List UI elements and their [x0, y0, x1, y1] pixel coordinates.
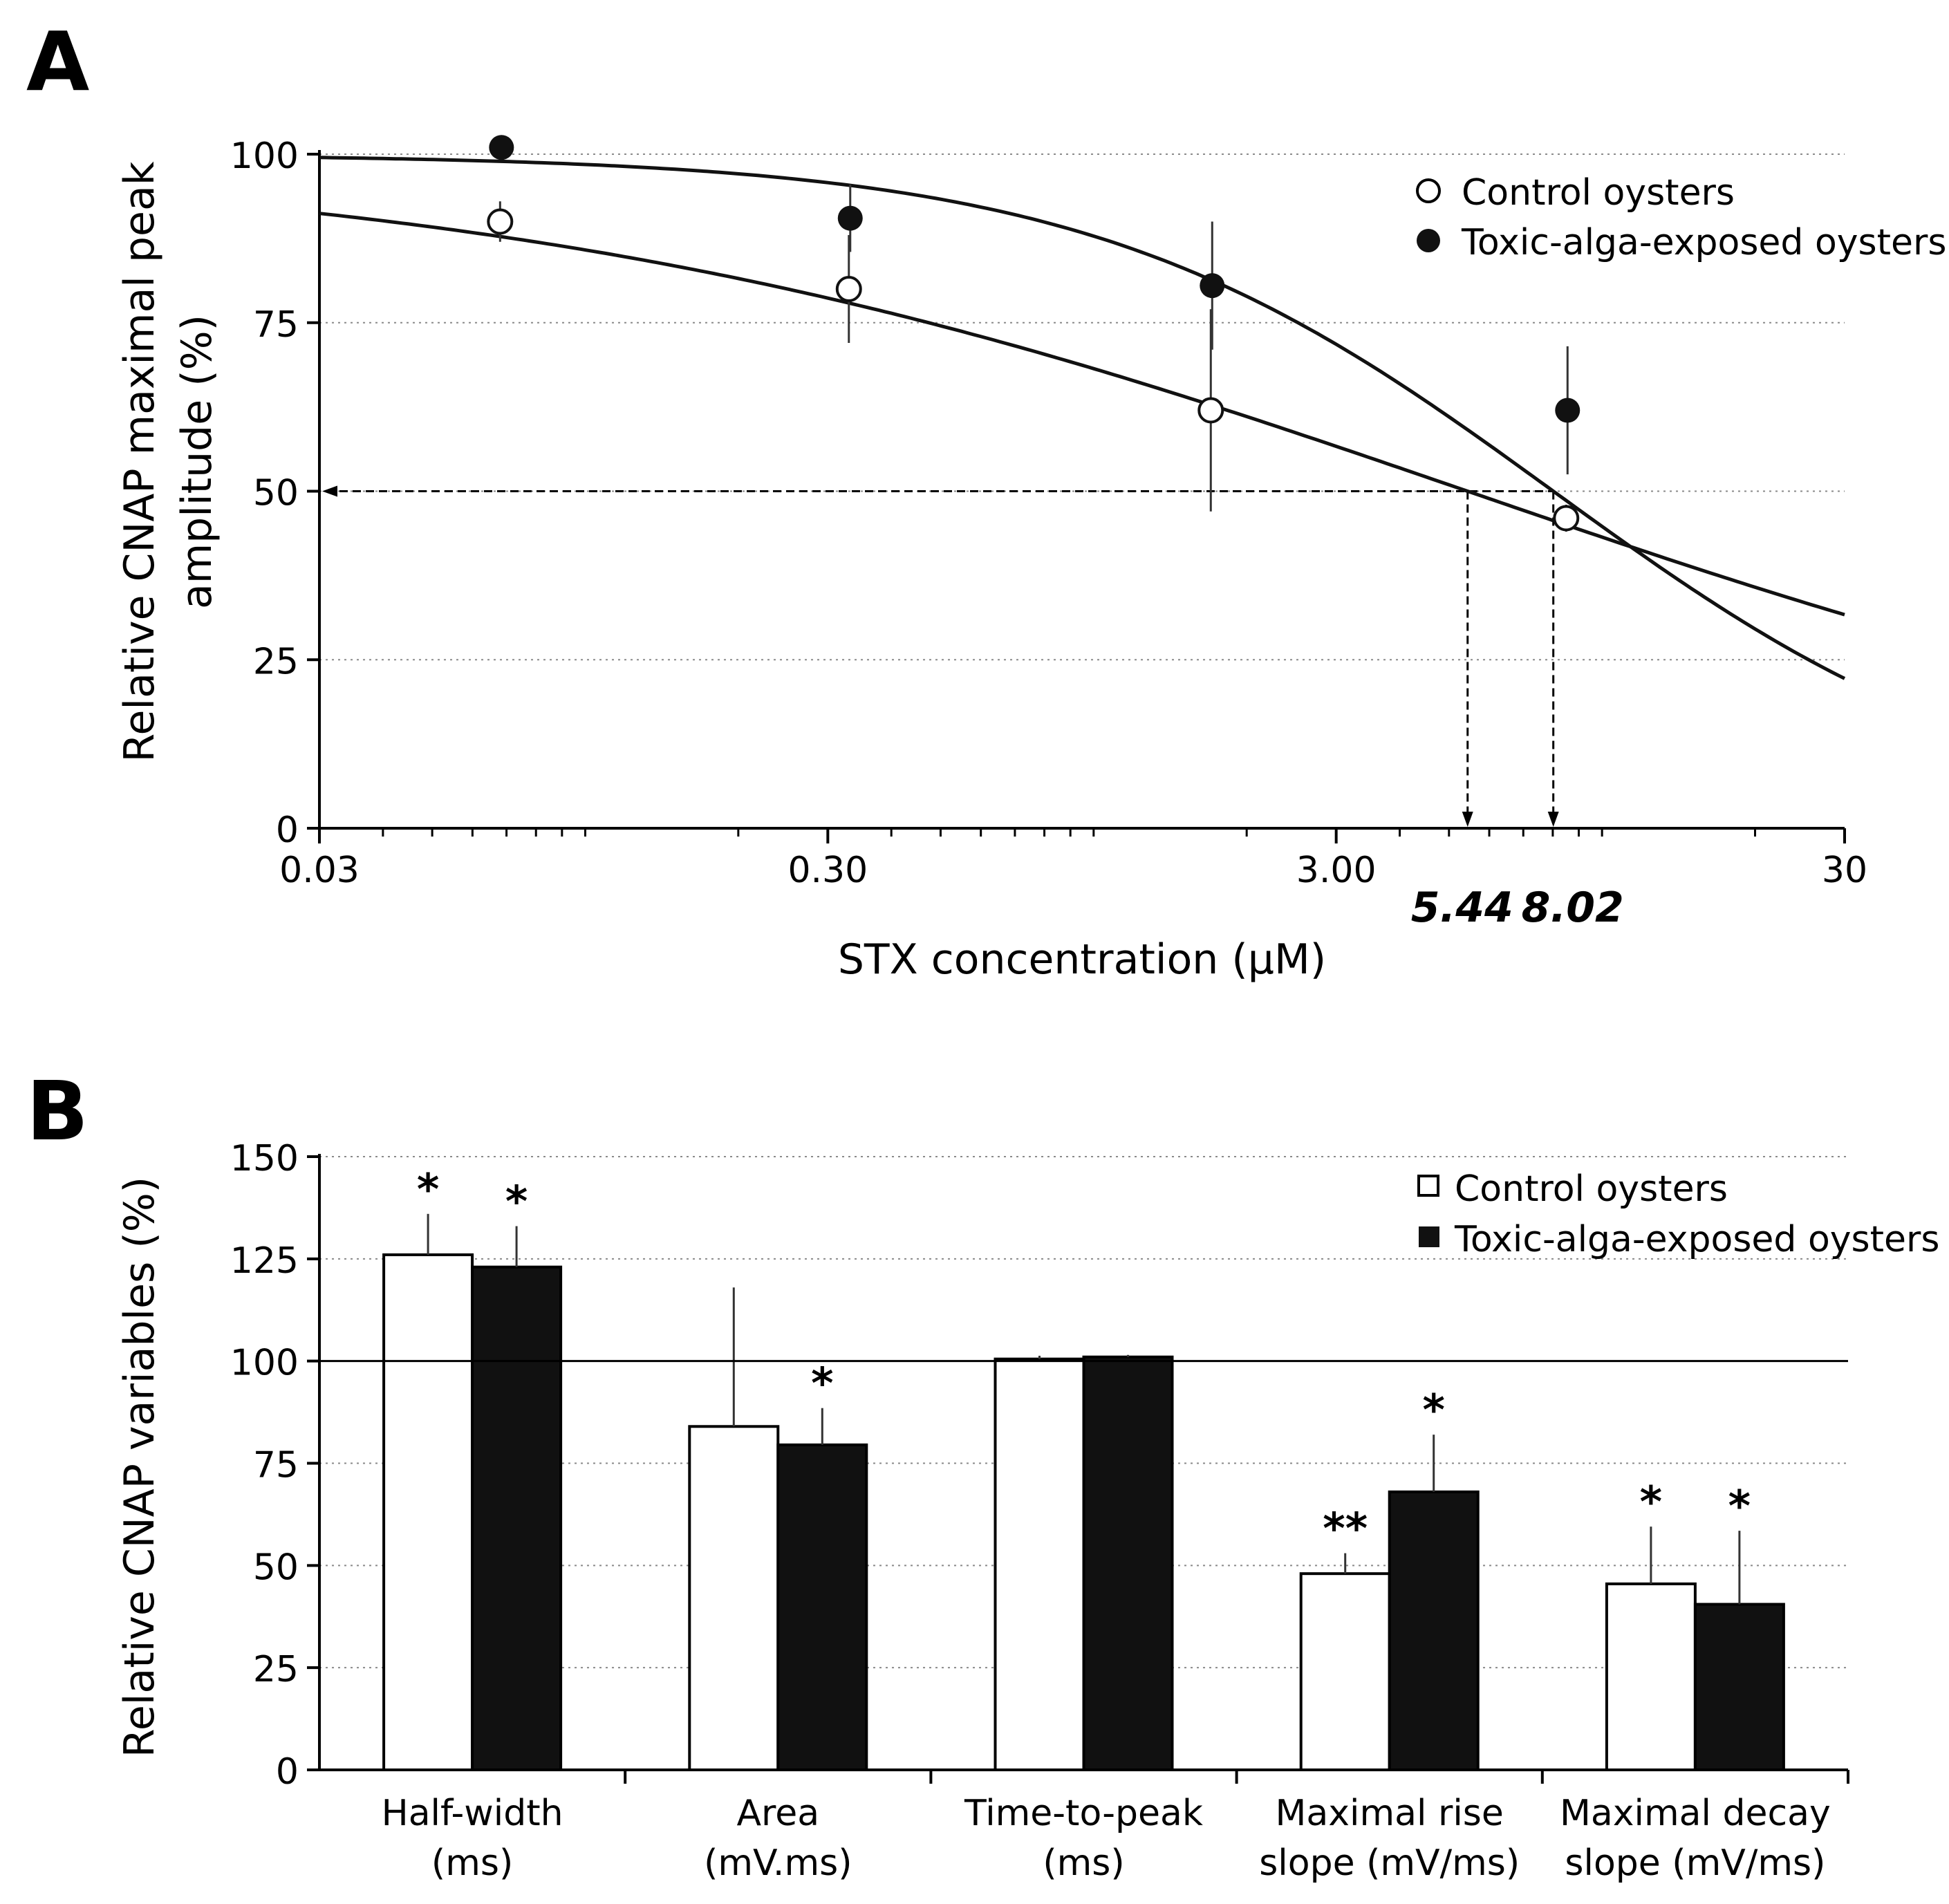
bar-control-1 — [688, 1425, 780, 1772]
fit-curve-control — [319, 212, 1845, 617]
panel-b-legend: Control oysters Toxic-alga-exposed oyste… — [1417, 1168, 1940, 1260]
legend-filled-circle-icon — [1417, 229, 1440, 252]
y-tick-label-1: 25 — [253, 641, 299, 682]
b-y-tick-label-0: 0 — [276, 1751, 299, 1793]
category-label-1-line1: (mV.ms) — [704, 1842, 852, 1884]
panel-b-axes — [307, 1154, 1849, 1784]
y-tick-label-3: 75 — [253, 304, 299, 346]
panel-a-y-tick-labels: 0 25 50 75 100 — [230, 136, 299, 851]
category-label-1-line0: Area — [736, 1793, 819, 1834]
panel-a-y-axis-title-line1: Relative CNAP maximal peak — [115, 161, 164, 762]
legend-filled-square-icon — [1419, 1226, 1439, 1247]
point-toxic-1 — [837, 205, 863, 231]
legend-toxic-label: Toxic-alga-exposed oysters — [1461, 222, 1947, 263]
panel-b-bars — [382, 1253, 1785, 1772]
bar-control-2 — [994, 1357, 1085, 1771]
significance-control-3: ** — [1323, 1504, 1368, 1554]
category-label-3-line0: Maximal rise — [1276, 1793, 1504, 1834]
panel-b-y-axis-title: Relative CNAP variables (%) — [115, 1177, 164, 1757]
panel-a-ic50-labels: 5.44 8.02 — [1411, 884, 1624, 932]
legend-open-square-icon — [1417, 1175, 1439, 1197]
panel-a-label: A — [26, 14, 89, 109]
panel-a-axes — [307, 150, 1846, 843]
panel-b-error-bars — [427, 1213, 1741, 1605]
b-y-tick-label-1: 25 — [253, 1649, 299, 1690]
category-label-3-line1: slope (mV/ms) — [1259, 1842, 1520, 1884]
category-label-0-line0: Half-width — [382, 1793, 563, 1834]
category-label-4-line0: Maximal decay — [1560, 1793, 1831, 1834]
significance-toxic-1: * — [811, 1359, 833, 1409]
reference-arrowhead-down-1 — [1547, 812, 1559, 827]
bar-control-3 — [1299, 1572, 1391, 1771]
panel-a-gridlines — [319, 153, 1845, 661]
x-tick-label-0: 0.03 — [279, 850, 360, 891]
fit-curve-toxic — [319, 156, 1846, 680]
panel-a-x-tick-labels: 0.03 0.30 3.00 30 — [279, 850, 1867, 891]
bar-toxic-4 — [1693, 1603, 1785, 1772]
category-label-0-line1: (ms) — [431, 1842, 513, 1884]
reference-arrowhead-down-0 — [1462, 812, 1473, 827]
bar-toxic-1 — [776, 1443, 868, 1771]
legend-toxic-label-b: Toxic-alga-exposed oysters — [1454, 1219, 1940, 1260]
category-label-2-line1: (ms) — [1043, 1842, 1124, 1884]
significance-toxic-0: * — [505, 1177, 528, 1227]
panel-b: B 0 25 50 75 100 125 150 Half-width (ms) Area (mV… — [26, 1063, 1940, 1884]
significance-toxic-4: * — [1728, 1481, 1751, 1531]
point-control-1 — [835, 276, 862, 302]
b-y-tick-label-5: 125 — [230, 1240, 299, 1282]
panel-a-legend: Control oysters Toxic-alga-exposed oyste… — [1416, 172, 1947, 263]
category-label-4-line1: slope (mV/ms) — [1565, 1842, 1825, 1884]
ic50-label-control: 5.44 — [1411, 884, 1513, 932]
bar-control-0 — [382, 1253, 474, 1772]
significance-control-0: * — [417, 1164, 439, 1215]
legend-control-label-b: Control oysters — [1455, 1168, 1728, 1210]
panel-b-label: B — [26, 1063, 88, 1159]
point-toxic-0 — [489, 135, 514, 160]
significance-control-4: * — [1640, 1477, 1662, 1527]
legend-control-label: Control oysters — [1462, 172, 1735, 214]
x-tick-label-3: 30 — [1822, 850, 1867, 891]
bar-toxic-3 — [1388, 1490, 1480, 1771]
panel-a-data-points — [487, 135, 1580, 532]
panel-a-fit-curves — [319, 156, 1846, 680]
point-control-0 — [487, 208, 514, 235]
point-control-3 — [1553, 505, 1580, 532]
panel-a: A 0 25 50 75 100 0.03 0.30 3.00 30 5.44 8.02 ST… — [26, 14, 1947, 984]
y-tick-label-4: 100 — [230, 136, 299, 177]
category-label-2-line0: Time-to-peak — [964, 1793, 1203, 1834]
reference-arrowhead-left — [322, 485, 337, 497]
panel-b-y-tick-labels: 0 25 50 75 100 125 150 — [230, 1138, 299, 1793]
x-tick-label-2: 3.00 — [1296, 850, 1377, 891]
b-y-tick-label-2: 50 — [253, 1547, 299, 1588]
bar-control-4 — [1605, 1582, 1697, 1772]
bar-toxic-2 — [1082, 1355, 1174, 1771]
b-y-tick-label-3: 75 — [253, 1445, 299, 1486]
ic50-label-toxic: 8.02 — [1522, 884, 1624, 932]
panel-a-ic50-reference-lines — [322, 485, 1559, 827]
y-tick-label-2: 50 — [253, 473, 299, 514]
b-y-tick-label-4: 100 — [230, 1343, 299, 1384]
panel-a-x-axis-title: STX concentration (µM) — [838, 935, 1326, 984]
b-y-tick-label-6: 150 — [230, 1138, 299, 1179]
y-tick-label-0: 0 — [276, 810, 299, 851]
panel-b-significance-marks: * ****** * — [417, 1164, 1751, 1554]
panel-a-y-axis-title-line2: amplitude (%) — [173, 315, 221, 609]
panel-b-category-labels: Half-width (ms) Area (mV.ms) Time-to-peak (ms… — [382, 1793, 1831, 1884]
point-control-2 — [1197, 397, 1224, 424]
point-toxic-3 — [1555, 398, 1580, 423]
x-tick-label-1: 0.30 — [787, 850, 868, 891]
significance-toxic-3: * — [1422, 1385, 1444, 1435]
bar-toxic-0 — [471, 1265, 563, 1772]
legend-open-circle-icon — [1416, 178, 1441, 203]
point-toxic-2 — [1200, 273, 1225, 299]
